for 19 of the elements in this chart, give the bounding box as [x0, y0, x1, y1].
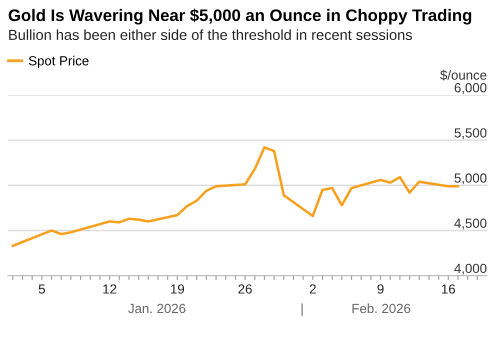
x-tick-label: 19 [171, 284, 184, 294]
x-tick-label: 16 [442, 284, 456, 294]
text: | [302, 303, 303, 316]
text: Jan. 2026 [128, 304, 186, 314]
x-tick-label: 26 [238, 284, 252, 294]
x-tick-label: 9 [378, 284, 384, 294]
y-tick-label: 6,000 [454, 83, 486, 94]
y-tick-label: 5,500 [454, 128, 486, 140]
text: Feb. 2026 [352, 303, 410, 314]
y-tick-label: 4,500 [454, 218, 486, 230]
x-tick-label: 12 [103, 284, 116, 294]
x-tick-label: 2 [310, 284, 316, 294]
chart-title: Gold Is Wavering Near $5,000 an Ounce in Choppy Trading [8, 8, 472, 25]
chart-subtitle: Bullion has been either side of the threshold in recent sessions [9, 29, 412, 40]
y-tick-label: 4,000 [454, 264, 486, 275]
y-axis-title: $/ounce [440, 70, 486, 81]
y-tick-label: 5,000 [454, 173, 486, 184]
legend-label: Spot Price [28, 56, 89, 68]
x-tick-label: 5 [38, 284, 45, 294]
